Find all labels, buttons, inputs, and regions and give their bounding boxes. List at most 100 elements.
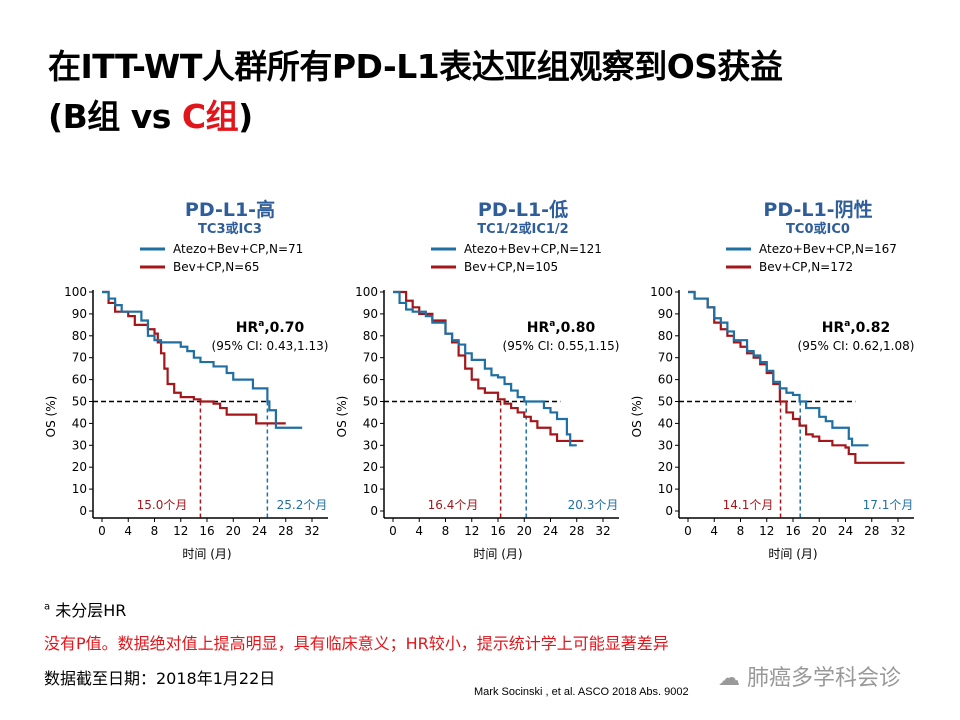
x-tick-label: 4 (710, 524, 718, 538)
median-label: 20.3个月 (568, 498, 619, 512)
survival-curve (688, 290, 869, 447)
survival-curve (393, 290, 577, 447)
y-tick-label: 40 (658, 416, 673, 430)
remark: 没有P值。数据绝对值上提高明显，具有临床意义；HR较小，提示统计学上可能显著差异 (44, 634, 669, 653)
confidence-interval: (95% CI: 0.55,1.15) (503, 339, 620, 353)
hazard-ratio: HRa,0.70 (236, 319, 305, 336)
x-tick-label: 32 (890, 524, 905, 538)
y-tick-label: 50 (658, 395, 673, 409)
y-tick-label: 100 (650, 285, 673, 299)
wechat-icon: ☁ (718, 666, 747, 691)
x-axis-label: 时间 (月) (182, 547, 231, 561)
y-tick-label: 60 (72, 373, 87, 387)
x-tick-label: 24 (543, 524, 558, 538)
y-tick-label: 0 (665, 504, 673, 518)
legend-label: Atezo+Bev+CP,N=167 (759, 242, 897, 256)
y-tick-label: 50 (72, 395, 87, 409)
y-tick-label: 100 (355, 285, 378, 299)
watermark: ☁ 肺癌多学科会诊 (718, 660, 901, 692)
confidence-interval: (95% CI: 0.43,1.13) (212, 339, 329, 353)
chart-subtitle: TC3或IC3 (198, 222, 262, 237)
x-axis-label: 时间 (月) (473, 547, 522, 561)
y-tick-label: 10 (363, 482, 378, 496)
y-tick-label: 40 (363, 416, 378, 430)
x-tick-label: 24 (838, 524, 853, 538)
data-cutoff: 数据截至日期：2018年1月22日 (44, 669, 276, 688)
title-line-1: 在ITT-WT人群所有PD-L1表达亚组观察到OS获益 (48, 47, 783, 86)
survival-curve (102, 290, 286, 425)
y-tick-label: 10 (72, 482, 87, 496)
x-tick-label: 4 (415, 524, 423, 538)
y-tick-label: 70 (658, 351, 673, 365)
km-chart-negative: PD-L1-阴性 TC0或IC0 100 90 80 70 60 50 40 30 20 10 0 0… (628, 190, 928, 561)
median-label: 17.1个月 (863, 498, 914, 512)
x-tick-label: 16 (785, 524, 800, 538)
y-tick-label: 60 (658, 373, 673, 387)
x-tick-label: 12 (759, 524, 774, 538)
median-label: 25.2个月 (277, 498, 328, 512)
y-axis-label: OS (%) (335, 396, 349, 438)
x-tick-label: 12 (173, 524, 188, 538)
median-label: 16.4个月 (428, 498, 479, 512)
x-tick-label: 8 (737, 524, 745, 538)
x-tick-label: 8 (442, 524, 450, 538)
survival-curve (393, 290, 584, 443)
confidence-interval: (95% CI: 0.62,1.08) (798, 339, 915, 353)
chart-title: PD-L1-低 (477, 199, 569, 221)
y-tick-label: 40 (72, 416, 87, 430)
title-line-2: (B组 vs C组) (48, 90, 253, 138)
survival-curve (102, 290, 303, 429)
y-tick-label: 20 (658, 460, 673, 474)
median-label: 14.1个月 (723, 498, 774, 512)
y-tick-label: 90 (658, 307, 673, 321)
x-tick-label: 8 (151, 524, 159, 538)
chart-subtitle: TC1/2或IC1/2 (477, 222, 569, 237)
title-part: ) (238, 97, 253, 136)
y-tick-label: 30 (658, 438, 673, 452)
y-axis-label: OS (%) (630, 396, 644, 438)
x-tick-label: 24 (252, 524, 267, 538)
y-tick-label: 0 (79, 504, 87, 518)
km-chart-low: PD-L1-低 TC1/2或IC1/2 100 90 80 70 60 50 40 30 20 1… (333, 190, 633, 561)
chart-title: PD-L1-阴性 (763, 199, 873, 221)
y-tick-label: 80 (363, 329, 378, 343)
y-tick-label: 20 (72, 460, 87, 474)
x-tick-label: 20 (812, 524, 827, 538)
x-tick-label: 28 (864, 524, 879, 538)
legend-label: Atezo+Bev+CP,N=71 (173, 242, 303, 256)
footnote-sup: a (44, 601, 51, 613)
x-tick-label: 32 (304, 524, 319, 538)
y-tick-label: 90 (363, 307, 378, 321)
y-tick-label: 70 (72, 351, 87, 365)
y-tick-label: 90 (72, 307, 87, 321)
footnote-hr: a 未分层HR (44, 597, 126, 621)
y-tick-label: 10 (658, 482, 673, 496)
x-tick-label: 20 (226, 524, 241, 538)
x-tick-label: 28 (569, 524, 584, 538)
km-chart-high: PD-L1-高 TC3或IC3 100 90 80 70 60 50 40 30 20 10 0 0 4… (42, 190, 342, 561)
x-axis-label: 时间 (月) (768, 547, 817, 561)
y-tick-label: 80 (658, 329, 673, 343)
legend-label: Bev+CP,N=105 (464, 260, 558, 274)
x-tick-label: 0 (684, 524, 692, 538)
legend-label: Bev+CP,N=65 (173, 260, 260, 274)
y-tick-label: 0 (370, 504, 378, 518)
y-tick-label: 70 (363, 351, 378, 365)
legend-label: Atezo+Bev+CP,N=121 (464, 242, 602, 256)
y-tick-label: 30 (72, 438, 87, 452)
x-tick-label: 16 (490, 524, 505, 538)
chart-subtitle: TC0或IC0 (786, 222, 850, 237)
hazard-ratio: HRa,0.82 (822, 319, 890, 336)
x-tick-label: 4 (124, 524, 132, 538)
x-tick-label: 28 (278, 524, 293, 538)
chart-title: PD-L1-高 (184, 199, 276, 221)
x-tick-label: 0 (98, 524, 106, 538)
x-tick-label: 16 (199, 524, 214, 538)
y-tick-label: 50 (363, 395, 378, 409)
x-tick-label: 20 (517, 524, 532, 538)
legend-label: Bev+CP,N=172 (759, 260, 853, 274)
y-tick-label: 100 (64, 285, 87, 299)
